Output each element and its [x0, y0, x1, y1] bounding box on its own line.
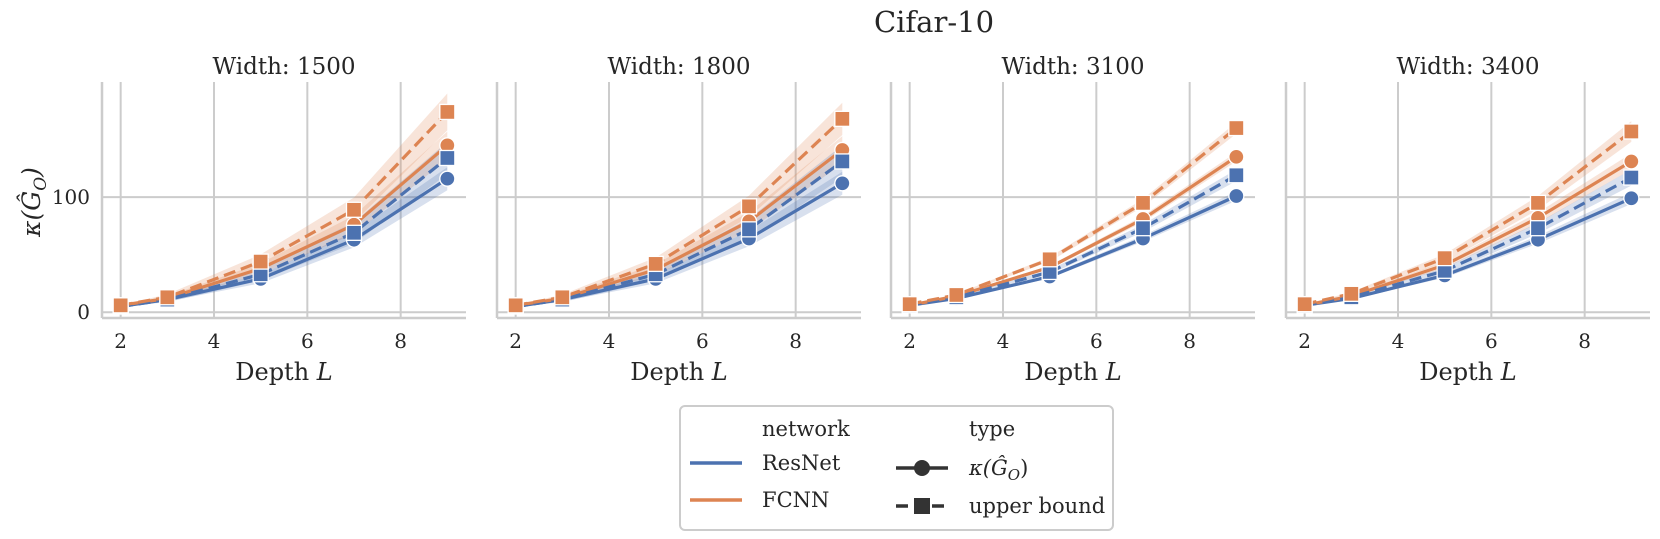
data-point-square	[1228, 119, 1245, 137]
x-axis-label: Depth L	[1024, 358, 1121, 386]
data-point-square	[740, 221, 758, 238]
data-point-square	[112, 297, 129, 314]
confidence-band	[1304, 121, 1632, 305]
subplot-title: Width: 3100	[1002, 54, 1145, 80]
legend-label-type-1: κ(ĜO)	[968, 455, 1028, 484]
data-point-square	[948, 286, 965, 304]
subplot-1: Width: 1500 2 4 6 8 Depth L 0 100	[52, 54, 466, 386]
x-tick-label: 4	[208, 329, 221, 353]
series-line-resnet-upper-bound	[909, 173, 1238, 307]
data-point-square	[1436, 249, 1453, 267]
legend-marker-circle	[914, 460, 930, 476]
x-tick-label: 6	[1485, 329, 1498, 353]
subplot-4: Width: 3400 2 4 6 8 Depth L	[1284, 54, 1650, 386]
data-point-circle	[1228, 148, 1245, 165]
chart-title: Cifar-10	[874, 5, 994, 39]
legend-label-resnet: ResNet	[762, 451, 841, 475]
x-axis-label: Depth L	[1419, 358, 1516, 386]
x-axis-label: Depth L	[630, 358, 727, 386]
data-point-circle	[1623, 190, 1640, 207]
data-point-square	[1623, 123, 1640, 140]
legend-marker-square	[914, 498, 930, 514]
data-point-square	[1041, 251, 1058, 268]
y-tick-label: 100	[52, 185, 90, 209]
y-tick-label: 0	[77, 300, 90, 324]
x-tick-label: 2	[509, 329, 522, 353]
legend-title-network: network	[762, 417, 850, 441]
subplot-title: Width: 1800	[608, 54, 751, 80]
data-point-circle	[1623, 153, 1640, 170]
data-point-square	[1529, 194, 1547, 212]
data-point-square	[1623, 169, 1640, 186]
data-point-square	[1343, 285, 1360, 302]
subplot-3: Width: 3100 2 4 6 8 Depth L	[889, 54, 1255, 386]
data-point-square	[647, 255, 664, 273]
subplot-title: Width: 3400	[1397, 54, 1540, 80]
data-point-circle	[1228, 187, 1245, 205]
legend: network type ResNet FCNN κ(ĜO) upper bound	[679, 405, 1114, 531]
x-tick-label: 4	[1392, 329, 1405, 353]
x-tick-label: 6	[301, 329, 314, 353]
x-tick-label: 2	[1298, 329, 1311, 353]
x-tick-label: 8	[1578, 329, 1591, 353]
subplot-title: Width: 1500	[213, 54, 356, 80]
data-point-square	[439, 149, 456, 167]
data-point-circle	[834, 175, 851, 192]
x-tick-label: 6	[1090, 329, 1103, 353]
x-axis-label: Depth L	[235, 358, 332, 386]
confidence-band	[909, 122, 1237, 305]
data-point-circle	[439, 170, 456, 187]
x-tick-label: 8	[1183, 329, 1196, 353]
legend-label-fcnn: FCNN	[762, 488, 829, 512]
x-tick-label: 4	[603, 329, 616, 353]
data-point-square	[252, 253, 269, 270]
series-line-fcnn-kappa	[909, 155, 1238, 307]
x-tick-label: 4	[997, 329, 1010, 353]
subplot-2: Width: 1800 2 4 6 8 Depth L	[495, 54, 861, 386]
x-tick-label: 2	[903, 329, 916, 353]
data-point-square	[901, 296, 918, 313]
data-point-square	[1228, 167, 1245, 184]
data-point-square	[554, 289, 571, 306]
svg-text:κ(ĜO): κ(ĜO)	[17, 167, 51, 238]
x-tick-label: 2	[114, 329, 127, 353]
legend-title-type: type	[969, 417, 1015, 441]
legend-label-type-2: upper bound	[969, 494, 1105, 518]
data-point-square	[1134, 220, 1152, 237]
x-tick-label: 6	[696, 329, 709, 353]
series-line-fcnn-kappa	[1304, 160, 1633, 307]
data-point-square	[1134, 194, 1152, 212]
data-point-square	[1529, 220, 1547, 237]
x-tick-label: 8	[789, 329, 802, 353]
data-point-square	[740, 198, 758, 215]
data-point-square	[507, 297, 524, 314]
data-point-square	[345, 224, 363, 241]
data-point-square	[439, 103, 456, 121]
data-point-square	[345, 201, 363, 218]
confidence-band	[909, 152, 1237, 306]
data-point-square	[834, 153, 851, 170]
data-point-square	[834, 110, 851, 127]
data-point-square	[1296, 296, 1313, 313]
y-axis-label: κ(ĜO)	[17, 167, 51, 238]
data-point-square	[159, 289, 176, 306]
x-tick-label: 8	[394, 329, 407, 353]
